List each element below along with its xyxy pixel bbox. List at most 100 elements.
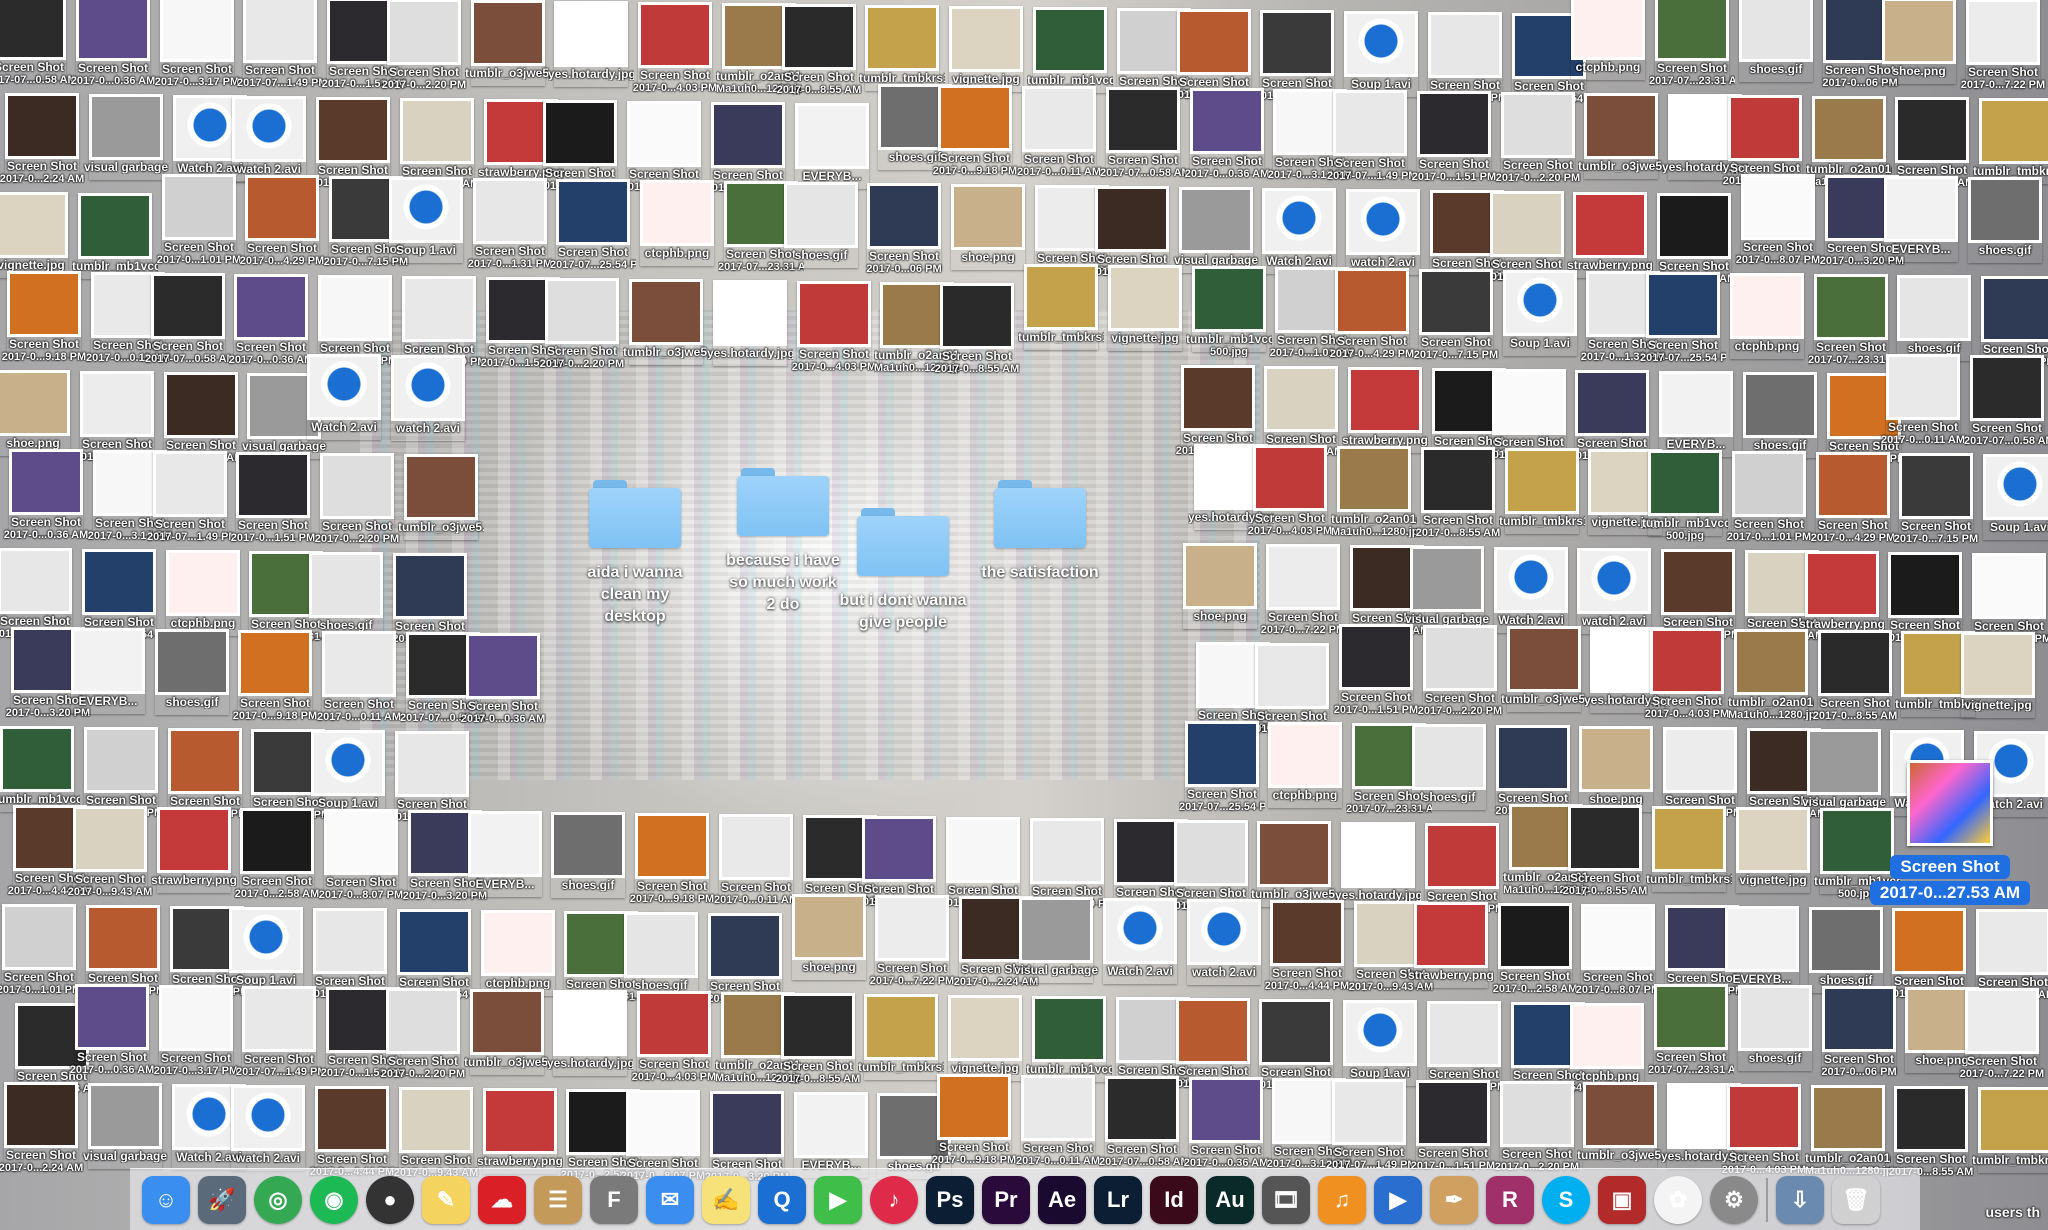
dock-messages-icon[interactable]: ✉ xyxy=(646,1175,694,1224)
dock-spotify-icon[interactable]: ◉ xyxy=(310,1175,358,1224)
file-icon[interactable]: strawberry.png xyxy=(1408,902,1494,988)
file-icon[interactable]: tumblr_tmbkrs1... xyxy=(1499,448,1585,534)
file-icon[interactable]: shoes.gif xyxy=(1743,372,1817,458)
file-icon[interactable]: vignette.jpg xyxy=(1961,632,2035,718)
file-icon[interactable]: tumblr_o3jwe5... xyxy=(623,279,709,365)
dock-itunes-icon[interactable]: ♪ xyxy=(870,1175,918,1224)
dock-rar-icon[interactable]: R xyxy=(1486,1175,1534,1224)
file-icon[interactable]: ctcphb.png xyxy=(1730,273,1804,359)
file-icon[interactable]: strawberry.png xyxy=(1342,367,1428,453)
file-icon[interactable]: visual garbage xyxy=(1405,546,1489,632)
file-icon[interactable]: tumblr_tmbkrs1... xyxy=(858,994,944,1080)
file-icon[interactable]: watch 2.avi xyxy=(231,1085,305,1171)
file-icon[interactable]: Watch 2.avi xyxy=(1262,188,1336,274)
dock-premiere-icon[interactable]: Pr xyxy=(982,1175,1030,1224)
dock-after-effects-icon[interactable]: Ae xyxy=(1038,1175,1086,1224)
file-icon[interactable]: tumblr_o3jwe5... xyxy=(1501,626,1587,712)
file-icon[interactable]: tumblr_tmbkrs1... xyxy=(1018,264,1104,350)
dock-trash-icon[interactable]: 🗑 xyxy=(1832,1175,1880,1224)
dock-launchpad-icon[interactable]: 🚀 xyxy=(198,1175,246,1224)
folder-because-i-have[interactable]: because i have so much work 2 do xyxy=(723,468,843,616)
dock-imovie-icon[interactable]: ▶ xyxy=(1374,1175,1422,1224)
dock-contacts-icon[interactable]: ☰ xyxy=(534,1175,582,1224)
file-icon[interactable]: vignette.jpg xyxy=(948,995,1022,1081)
dock-downloads-icon[interactable]: ⇩ xyxy=(1776,1175,1824,1224)
dock-quicktime-icon[interactable]: Q xyxy=(758,1175,806,1224)
file-icon[interactable]: strawberry.png xyxy=(1799,551,1885,637)
file-icon[interactable]: visual garbage xyxy=(83,1083,167,1169)
file-icon[interactable]: ctcphb.png xyxy=(1571,0,1645,80)
file-icon[interactable]: EVERYB... xyxy=(794,1092,868,1178)
file-icon[interactable]: Watch 2.avi xyxy=(1494,547,1568,633)
file-icon[interactable]: Watch 2.avi xyxy=(1103,898,1177,984)
file-icon[interactable]: shoe.png xyxy=(1579,726,1653,812)
file-icon[interactable]: yes.hotardy.jpg xyxy=(548,1,634,87)
file-icon[interactable]: strawberry.png xyxy=(151,807,237,893)
file-icon[interactable]: tumblr_o2an01cH...Ma1uh0...1280.jpg xyxy=(1728,629,1814,721)
file-icon[interactable]: strawberry.png xyxy=(477,1088,563,1174)
file-icon[interactable]: visual garbage xyxy=(84,94,168,180)
dock-garageband-icon[interactable]: ♫ xyxy=(1318,1175,1366,1224)
file-icon[interactable]: shoes.gif xyxy=(309,552,383,638)
dock-font-book-icon[interactable]: F xyxy=(590,1175,638,1224)
file-icon[interactable]: Soup 1.avi xyxy=(311,730,385,816)
file-icon[interactable]: tumblr_o3jwe5... xyxy=(1251,821,1337,907)
file-icon[interactable]: tumblr_tmbkrs1... xyxy=(1646,806,1732,892)
folder-aida-i-wanna-clean[interactable]: aida i wanna clean my desktop xyxy=(585,480,685,628)
file-icon[interactable]: EVERYB... xyxy=(468,811,542,897)
